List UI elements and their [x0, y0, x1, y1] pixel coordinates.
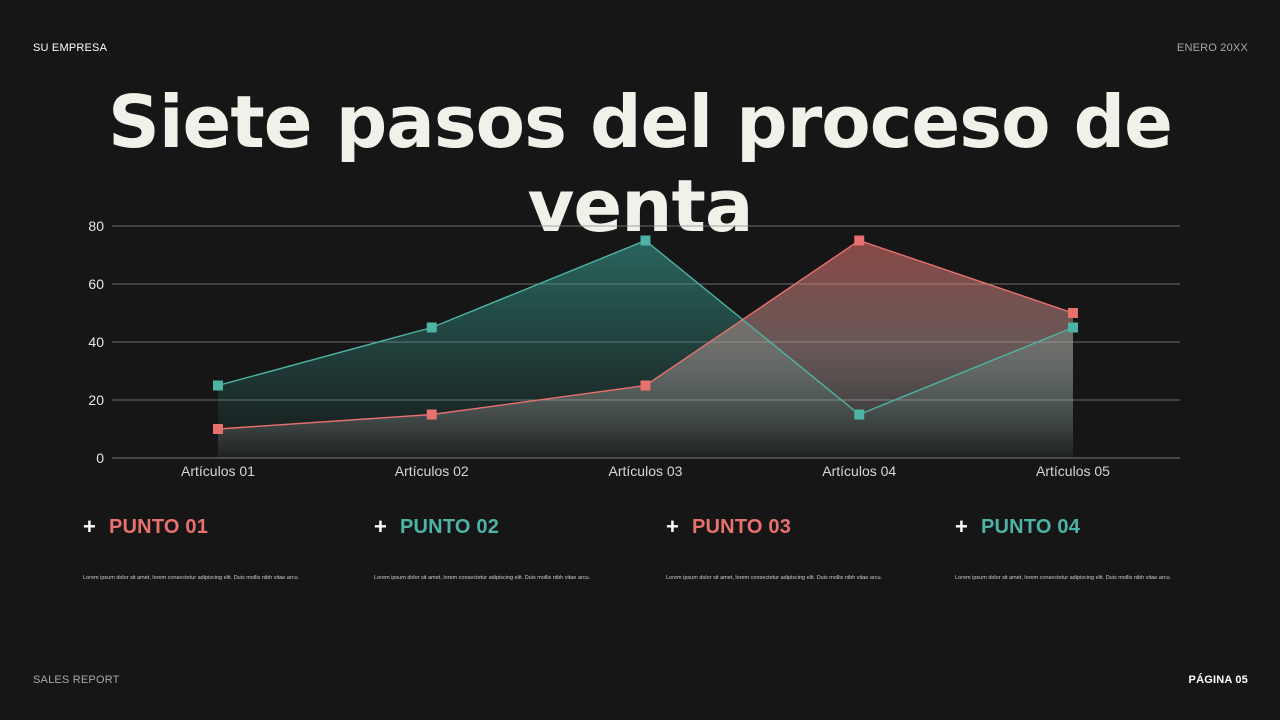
series-area — [218, 240, 1073, 458]
point-card: + PUNTO 01 Lorem ipsum dolor sit amet, l… — [83, 512, 343, 582]
plus-icon: + — [955, 514, 968, 539]
point-card: + PUNTO 02 Lorem ipsum dolor sit amet, l… — [374, 512, 634, 582]
series-markers — [213, 235, 1078, 434]
point-description: Lorem ipsum dolor sit amet, lorem consec… — [83, 575, 300, 581]
plus-icon: + — [666, 514, 679, 539]
data-point-marker — [213, 380, 223, 391]
x-category-label: Artículos 05 — [1036, 463, 1110, 479]
point-title: PUNTO 01 — [109, 515, 209, 538]
data-point-marker — [854, 409, 865, 420]
point-title: PUNTO 03 — [692, 515, 792, 538]
point-title: PUNTO 04 — [981, 515, 1081, 538]
x-category-label: Artículos 02 — [395, 463, 469, 479]
page-title: Siete pasos del proceso de venta — [108, 80, 1173, 248]
point-card: + PUNTO 04 Lorem ipsum dolor sit amet, l… — [955, 512, 1215, 582]
y-tick-label: 80 — [88, 218, 104, 234]
y-tick-label: 0 — [96, 450, 104, 466]
point-description: Lorem ipsum dolor sit amet, lorem consec… — [666, 575, 883, 581]
point-description: Lorem ipsum dolor sit amet, lorem consec… — [374, 575, 591, 581]
point-card: + PUNTO 03 Lorem ipsum dolor sit amet, l… — [666, 512, 926, 582]
data-point-marker — [213, 424, 223, 434]
data-point-marker — [640, 380, 651, 391]
y-tick-label: 20 — [88, 392, 104, 408]
y-tick-label: 40 — [88, 334, 104, 350]
company-name: SU EMPRESA — [33, 42, 108, 54]
series-areas — [218, 240, 1073, 458]
data-point-marker — [1068, 322, 1078, 333]
plus-icon: + — [83, 514, 96, 539]
report-date: ENERO 20XX — [1176, 42, 1248, 54]
point-title: PUNTO 02 — [400, 515, 500, 538]
data-point-marker — [426, 322, 437, 333]
page-number: PÁGINA 05 — [1188, 674, 1248, 686]
axis-labels: 0 20 40 60 80 Artículos 01 Artículos 02 Artícul… — [88, 218, 1110, 479]
plus-icon: + — [374, 514, 387, 539]
series-area — [218, 240, 1073, 458]
footer-report-label: SALES REPORT — [33, 674, 120, 686]
data-point-marker — [1068, 308, 1078, 318]
x-category-label: Artículos 04 — [822, 463, 896, 479]
x-category-label: Artículos 03 — [609, 463, 683, 479]
area-chart: 0 20 40 60 80 Artículos 01 Artículos 02 Artícul… — [88, 218, 1180, 479]
y-tick-label: 60 — [88, 276, 104, 292]
data-point-marker — [426, 409, 437, 420]
data-point-marker — [640, 235, 651, 246]
x-category-label: Artículos 01 — [181, 463, 255, 479]
point-description: Lorem ipsum dolor sit amet, lorem consec… — [955, 575, 1172, 581]
data-point-marker — [854, 235, 865, 246]
